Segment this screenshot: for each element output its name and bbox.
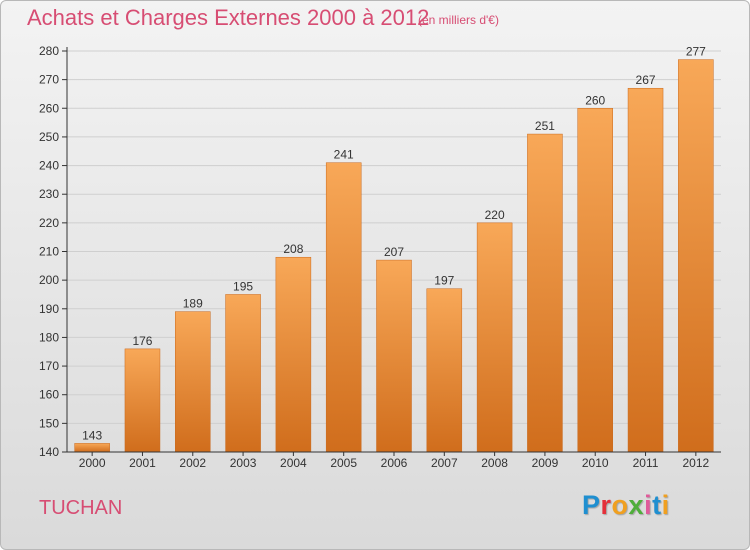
bar-2002 xyxy=(175,311,211,453)
data-label-2009: 251 xyxy=(535,119,555,133)
data-label-2006: 207 xyxy=(384,245,404,259)
y-tick-label: 250 xyxy=(39,130,59,144)
y-tick-label: 260 xyxy=(39,101,59,115)
axes: 140 150 160 170 180 190 200 210 220 230 240 250 260 2… xyxy=(39,44,721,470)
x-tick-label: 2000 xyxy=(79,456,106,470)
data-label-2000: 143 xyxy=(82,428,102,442)
x-tick-label: 2004 xyxy=(280,456,307,470)
data-label-2012: 277 xyxy=(686,45,706,59)
x-tick-label: 2002 xyxy=(179,456,206,470)
x-tick-label: 2009 xyxy=(532,456,559,470)
bar-2001 xyxy=(124,348,161,453)
chart-subtitle: (en milliers d'€) xyxy=(418,13,499,27)
x-tick-label: 2012 xyxy=(682,456,709,470)
bar-2006 xyxy=(376,259,412,453)
data-label-2003: 195 xyxy=(233,279,253,293)
y-tick-label: 210 xyxy=(39,245,59,259)
chart-title: Achats et Charges Externes 2000 à 2012 xyxy=(27,5,430,30)
x-tick-label: 2011 xyxy=(633,456,659,470)
bar-2007 xyxy=(426,288,463,453)
bar-2000 xyxy=(74,443,110,453)
data-label-2010: 260 xyxy=(585,93,605,107)
y-tick-label: 180 xyxy=(39,330,59,344)
y-tick-label: 270 xyxy=(39,73,59,87)
bar-2005 xyxy=(325,162,362,453)
y-tick-label: 230 xyxy=(39,187,59,201)
x-tick-label: 2001 xyxy=(129,456,156,470)
x-tick-label: 2005 xyxy=(330,456,357,470)
y-tick-label: 160 xyxy=(39,388,59,402)
bar-2003 xyxy=(225,294,261,453)
commune-name: TUCHAN xyxy=(39,497,123,519)
data-label-2001: 176 xyxy=(132,334,152,348)
y-tick-label: 220 xyxy=(39,216,59,230)
data-label-2004: 208 xyxy=(283,242,303,256)
y-tick-label: 170 xyxy=(39,359,59,373)
x-tick-label: 2006 xyxy=(381,456,408,470)
y-tick-label: 140 xyxy=(39,445,59,459)
data-label-2005: 241 xyxy=(334,148,354,162)
x-tick-label: 2010 xyxy=(582,456,609,470)
bar-2011 xyxy=(627,87,664,453)
bar-2004 xyxy=(275,256,312,453)
y-tick-label: 190 xyxy=(39,302,59,316)
bar-2010 xyxy=(577,108,613,453)
y-tick-label: 200 xyxy=(39,273,59,287)
bar-2012 xyxy=(678,59,714,453)
data-label-2008: 220 xyxy=(485,208,505,222)
proxiti-logo: Proxiti xyxy=(582,490,670,520)
bars: 143 176 189 195 208 241 207 197 220 251 260 267 277 xyxy=(74,45,714,453)
bar-2008 xyxy=(476,222,513,453)
x-tick-label: 2003 xyxy=(230,456,257,470)
data-label-2011: 267 xyxy=(636,73,656,87)
x-tick-label: 2008 xyxy=(481,456,508,470)
data-label-2007: 197 xyxy=(434,274,454,288)
data-label-2002: 189 xyxy=(183,297,203,311)
y-tick-label: 240 xyxy=(39,159,59,173)
x-tick-label: 2007 xyxy=(431,456,458,470)
y-tick-label: 150 xyxy=(39,416,59,430)
bar-2009 xyxy=(527,133,563,453)
y-tick-label: 280 xyxy=(39,44,59,58)
